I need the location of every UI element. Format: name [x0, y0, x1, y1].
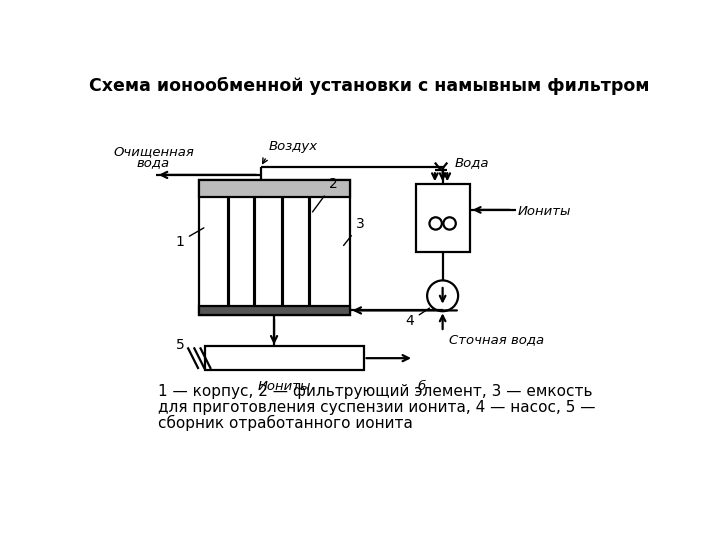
Text: 3: 3 — [343, 218, 364, 246]
Text: Воздух: Воздух — [269, 140, 318, 153]
Text: вода: вода — [137, 156, 170, 168]
Text: б: б — [418, 380, 426, 393]
Bar — [199, 180, 350, 315]
Bar — [199, 306, 350, 315]
Circle shape — [429, 217, 442, 230]
Text: 4: 4 — [405, 308, 429, 328]
Text: для приготовления суспензии ионита, 4 — насос, 5 —: для приготовления суспензии ионита, 4 — … — [158, 400, 595, 415]
Text: Иониты: Иониты — [257, 380, 311, 393]
Circle shape — [444, 217, 456, 230]
Bar — [415, 184, 469, 252]
Text: сборник отработанного ионита: сборник отработанного ионита — [158, 415, 413, 431]
Bar — [204, 346, 364, 370]
Text: Очищенная: Очищенная — [113, 145, 194, 158]
Bar — [199, 180, 350, 197]
Text: Иониты: Иониты — [518, 205, 571, 218]
Text: 2: 2 — [312, 177, 338, 212]
Text: Вода: Вода — [455, 156, 490, 169]
Text: Схема ионообменной установки с намывным фильтром: Схема ионообменной установки с намывным … — [89, 77, 649, 96]
Text: 1 — корпус, 2 — фильтрующий элемент, 3 — емкость: 1 — корпус, 2 — фильтрующий элемент, 3 —… — [158, 384, 593, 400]
Text: Сточная вода: Сточная вода — [449, 334, 544, 347]
Circle shape — [427, 280, 458, 311]
Text: 1: 1 — [175, 228, 204, 249]
Text: 5: 5 — [176, 338, 184, 352]
